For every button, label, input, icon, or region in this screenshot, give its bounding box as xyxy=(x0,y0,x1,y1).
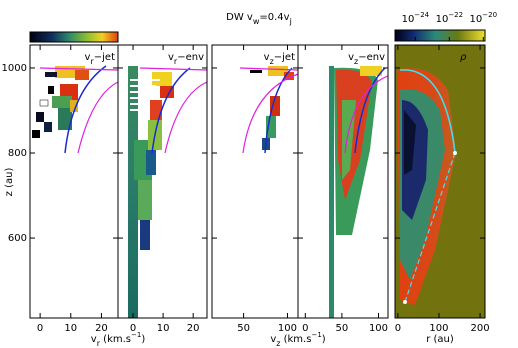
x-tick-label: 100 xyxy=(429,323,448,334)
panel-label: vz−env xyxy=(348,52,385,66)
text-part: −env xyxy=(358,52,385,63)
x-tick-label: 0 xyxy=(37,323,43,334)
x-axis-label: vz (km.s−1) xyxy=(270,331,325,348)
text-part: −1 xyxy=(311,331,321,339)
text-part: v xyxy=(348,52,354,63)
text-part: −jet xyxy=(274,52,295,63)
x-axis-label: vr (km.s−1) xyxy=(91,331,146,348)
x-tick-label: 20 xyxy=(95,323,108,334)
x-tick-label: 100 xyxy=(278,323,297,334)
x-tick-label: 50 xyxy=(336,323,349,334)
panel-frame xyxy=(117,44,208,319)
text-part: =0.4v xyxy=(259,12,289,23)
colorbar-tick-label: 10−20 xyxy=(470,11,498,25)
text-part: DW v xyxy=(226,12,253,23)
text-part: −jet xyxy=(94,52,115,63)
x-tick-label: 0 xyxy=(395,323,401,334)
text-part: v xyxy=(168,52,174,63)
text-part: v xyxy=(91,334,97,345)
y-tick-label: 1000 xyxy=(2,63,27,74)
text-part: v xyxy=(270,334,276,345)
x-tick-label: 10 xyxy=(157,323,170,334)
text-part: v xyxy=(85,52,91,63)
text-part: v xyxy=(264,52,270,63)
decor xyxy=(29,29,486,318)
panel-label: vr−jet xyxy=(85,52,116,66)
x-tick-label: 100 xyxy=(369,323,388,334)
text-part: −env xyxy=(177,52,204,63)
text-part: (km.s xyxy=(100,334,131,345)
text-part: r xyxy=(90,57,94,66)
text-part: z xyxy=(270,57,274,66)
text-part: ) xyxy=(141,334,145,345)
text-part: j xyxy=(289,17,292,26)
panel-label: vr−env xyxy=(168,52,204,66)
x-tick-label: 0 xyxy=(302,323,308,334)
panel-frame xyxy=(297,44,389,319)
colorbar-tick-label: 10−22 xyxy=(436,11,464,25)
x-tick-label: 10 xyxy=(64,323,77,334)
text-part: (km.s xyxy=(280,334,311,345)
y-axis-label: z (au) xyxy=(4,168,15,197)
text-part: r (au) xyxy=(426,334,454,345)
text-part: r xyxy=(174,57,178,66)
text-part: −1 xyxy=(131,331,141,339)
x-tick-label: 0 xyxy=(130,323,136,334)
panel-frame xyxy=(211,44,299,319)
text-part: w xyxy=(253,17,260,26)
x-tick-label: 50 xyxy=(237,323,250,334)
text-part: z xyxy=(354,57,358,66)
x-axis-label: r (au) xyxy=(426,334,454,345)
x-tick-label: 20 xyxy=(187,323,200,334)
y-tick-label: 600 xyxy=(8,233,27,244)
panel-label: vz−jet xyxy=(264,52,295,66)
y-tick-label: 800 xyxy=(8,148,27,159)
chart-title: DW vw=0.4vj xyxy=(226,12,292,26)
text-part: z xyxy=(276,339,280,348)
panel-label: ρ xyxy=(460,52,467,63)
text-part: ) xyxy=(322,334,326,345)
panel-frame xyxy=(394,44,486,319)
text-part: ρ xyxy=(460,52,467,63)
colorbar-tick-label: 10−24 xyxy=(402,11,430,25)
text-part: r xyxy=(97,339,101,348)
x-tick-label: 200 xyxy=(471,323,490,334)
